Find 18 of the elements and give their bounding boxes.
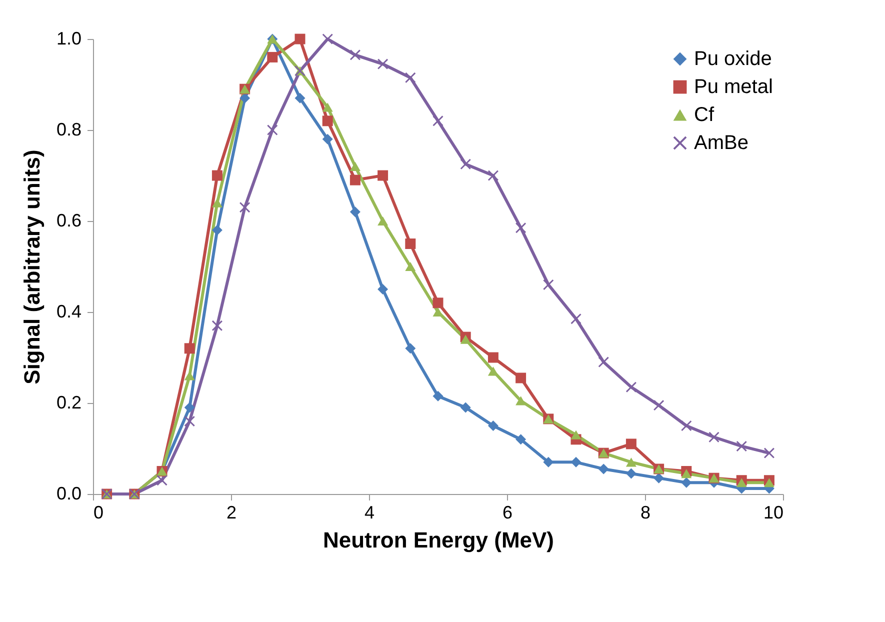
y-tick-label: 0.4	[56, 302, 82, 322]
legend-label: Pu oxide	[694, 48, 772, 70]
y-axis-title: Signal (arbitrary units)	[19, 150, 44, 384]
y-tick-label: 0.0	[56, 484, 82, 504]
y-tick-label: 0.8	[56, 120, 82, 140]
legend-label: Pu metal	[694, 76, 773, 98]
legend-label: Cf	[694, 104, 714, 126]
y-tick-label: 0.2	[56, 392, 82, 412]
x-tick-label: 2	[226, 502, 237, 522]
x-tick-label: 8	[640, 502, 651, 522]
x-tick-label: 6	[502, 502, 513, 522]
legend-label: AmBe	[694, 132, 748, 154]
x-tick-label: 0	[94, 502, 104, 522]
x-tick-label: 4	[364, 502, 375, 522]
x-axis-title: Neutron Energy (MeV)	[322, 528, 554, 552]
y-tick-label: 1.0	[56, 28, 82, 48]
x-tick-label: 10	[763, 502, 784, 522]
y-tick-label: 0.6	[56, 210, 82, 230]
